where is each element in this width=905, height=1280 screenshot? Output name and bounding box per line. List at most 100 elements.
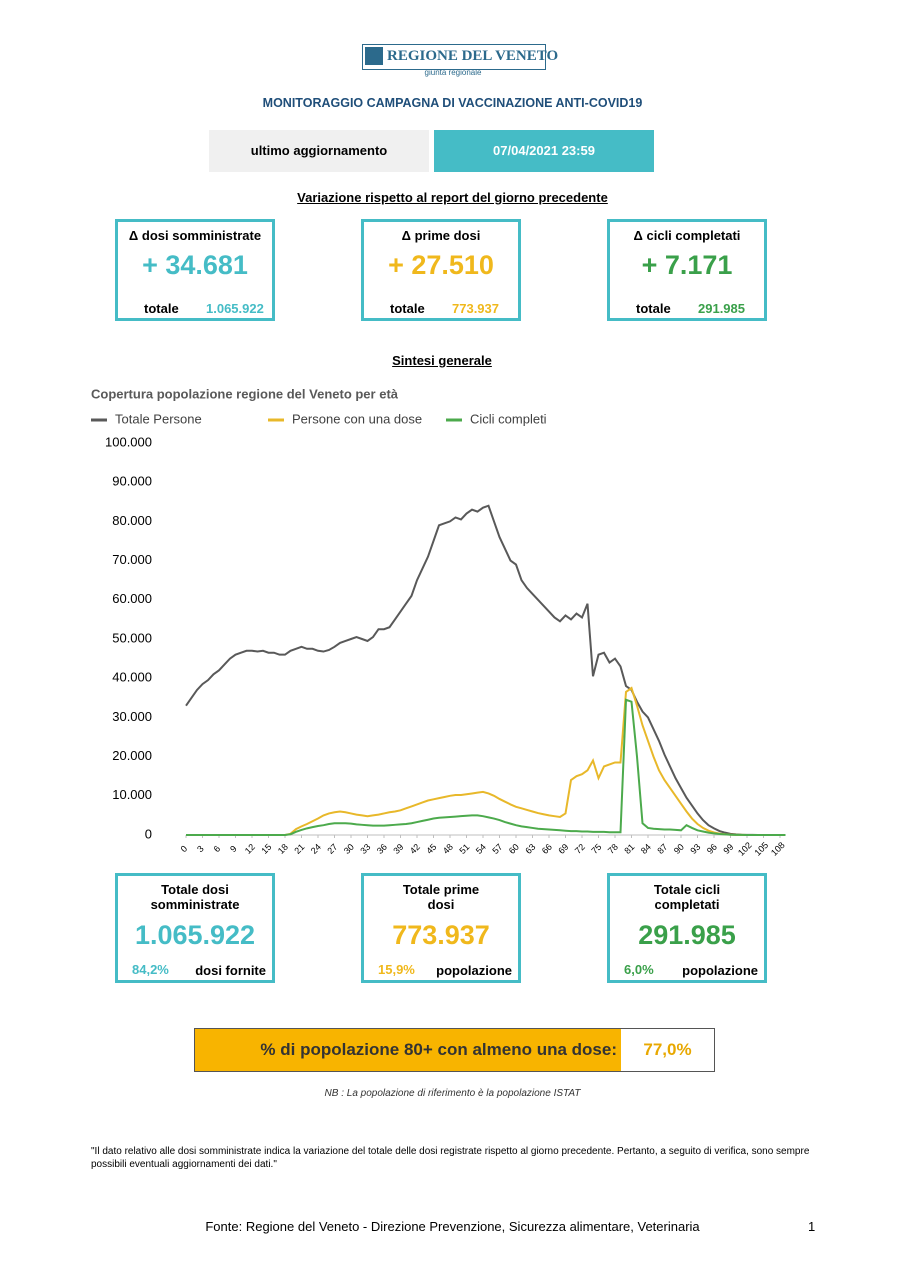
y-tick-label: 100.000 [105, 434, 152, 449]
variation-card: Δ prime dosi + 27.510 totale 773.937 [361, 219, 521, 321]
x-tick-label: 54 [474, 842, 488, 856]
x-tick-label: 42 [408, 842, 422, 856]
logo-frame: REGIONE DEL VENETO [362, 44, 558, 70]
card-value: + 7.171 [641, 250, 733, 280]
x-tick-label: 3 [195, 844, 206, 855]
update-value: 07/04/2021 23:59 [434, 130, 654, 172]
series-line [186, 698, 786, 836]
x-tick-label: 48 [441, 842, 455, 856]
x-tick-label: 9 [228, 844, 239, 855]
x-tick-label: 78 [606, 842, 620, 856]
x-tick-label: 81 [622, 842, 636, 856]
card-value: + 27.510 [388, 250, 494, 280]
x-tick-label: 105 [753, 840, 771, 858]
x-tick-label: 24 [309, 842, 323, 856]
y-tick-label: 90.000 [112, 474, 152, 489]
x-tick-label: 51 [457, 842, 471, 856]
total-pct: 15,9% [378, 962, 415, 977]
x-tick-label: 0 [179, 844, 190, 855]
logo-icon [365, 47, 383, 65]
x-tick-label: 15 [259, 842, 273, 856]
card-total-label: totale [390, 301, 425, 316]
note: NB : La popolazione di riferimento è la … [324, 1088, 581, 1099]
card-label: Δ dosi somministrate [128, 228, 262, 243]
total-pct-label: dosi fornite [195, 963, 266, 978]
banner-label: % di popolazione 80+ con almeno una dose… [260, 1040, 617, 1059]
y-tick-label: 60.000 [112, 591, 152, 606]
y-tick-label: 70.000 [112, 552, 152, 567]
x-tick-label: 87 [655, 842, 669, 856]
total-label: Totale dosi somministrate [150, 882, 240, 912]
total-value: 773.937 [392, 920, 490, 950]
x-tick-label: 6 [212, 844, 223, 855]
total-card: Totale cicli completati 291.985 6,0% popola… [607, 873, 767, 983]
x-tick-label: 63 [523, 842, 537, 856]
x-tick-label: 75 [589, 842, 603, 856]
banner-fill [195, 1029, 621, 1071]
variation-card: Δ cicli completati + 7.171 totale 291.985 [607, 219, 767, 321]
card-value: + 34.681 [142, 250, 248, 280]
x-tick-label: 66 [540, 842, 554, 856]
x-tick-label: 39 [391, 842, 405, 856]
card-total-label: totale [144, 301, 179, 316]
update-label: ultimo aggiornamento [209, 130, 429, 172]
y-tick-label: 10.000 [112, 787, 152, 802]
x-tick-label: 84 [639, 842, 653, 856]
x-tick-label: 90 [672, 842, 686, 856]
variation-title: Variazione rispetto al report del giorno… [297, 190, 608, 205]
total-pct: 6,0% [624, 962, 654, 977]
x-tick-label: 69 [556, 842, 570, 856]
y-tick-label: 50.000 [112, 630, 152, 645]
total-pct: 84,2% [132, 962, 169, 977]
chart-title: Copertura popolazione regione del Veneto… [91, 386, 399, 401]
card-label: Δ prime dosi [401, 228, 481, 243]
y-tick-label: 30.000 [112, 709, 152, 724]
y-tick-label: 80.000 [112, 513, 152, 528]
logo-text: REGIONE DEL VENETO [387, 48, 559, 64]
logo-sub: giunta regionale [424, 68, 482, 77]
chart: Copertura popolazione regione del Veneto… [91, 386, 787, 858]
x-tick-label: 21 [292, 842, 306, 856]
x-tick-label: 72 [573, 842, 587, 856]
x-tick-label: 33 [358, 842, 372, 856]
total-card: Totale dosi somministrate 1.065.922 84,2% d… [115, 873, 275, 983]
x-tick-label: 108 [769, 840, 787, 858]
x-tick-label: 18 [276, 842, 290, 856]
legend-label: Persone con una dose [292, 411, 422, 426]
x-tick-label: 30 [342, 842, 356, 856]
footer: Fonte: Regione del Veneto - Direzione Pr… [205, 1219, 700, 1234]
x-tick-label: 102 [736, 840, 754, 858]
y-tick-label: 0 [145, 826, 152, 841]
total-value: 1.065.922 [134, 920, 256, 950]
y-tick-label: 20.000 [112, 748, 152, 763]
card-total: 1.065.922 [206, 301, 264, 316]
x-tick-label: 57 [490, 842, 504, 856]
x-tick-label: 27 [325, 842, 339, 856]
banner-value: 77,0% [643, 1040, 692, 1059]
card-total: 291.985 [698, 301, 745, 316]
card-label: Δ cicli completati [633, 228, 741, 243]
card-total: 773.937 [452, 301, 499, 316]
page-number: 1 [808, 1219, 816, 1234]
x-tick-label: 99 [721, 842, 735, 856]
x-tick-label: 45 [424, 842, 438, 856]
total-pct-label: popolazione [682, 963, 758, 978]
series-line [186, 686, 786, 836]
x-tick-label: 36 [375, 842, 389, 856]
legend-label: Cicli completi [470, 411, 547, 426]
y-tick-label: 40.000 [112, 670, 152, 685]
total-label: Totale cicli completati [653, 882, 721, 912]
banner: % di popolazione 80+ con almeno una dose… [194, 1028, 715, 1072]
total-value: 291.985 [638, 920, 736, 950]
variation-card: Δ dosi somministrate + 34.681 totale 1.065.… [115, 219, 275, 321]
summary-title: Sintesi generale [392, 353, 492, 368]
report-title: MONITORAGGIO CAMPAGNA DI VACCINAZIONE AN… [262, 96, 643, 110]
x-tick-label: 12 [243, 842, 257, 856]
x-tick-label: 96 [705, 842, 719, 856]
disclaimer: "Il dato relativo alle dosi somministrat… [91, 1146, 810, 1170]
series-line [185, 504, 786, 836]
x-tick-label: 60 [507, 842, 521, 856]
total-label: Totale prime dosi [402, 882, 480, 912]
x-tick-label: 93 [688, 842, 702, 856]
